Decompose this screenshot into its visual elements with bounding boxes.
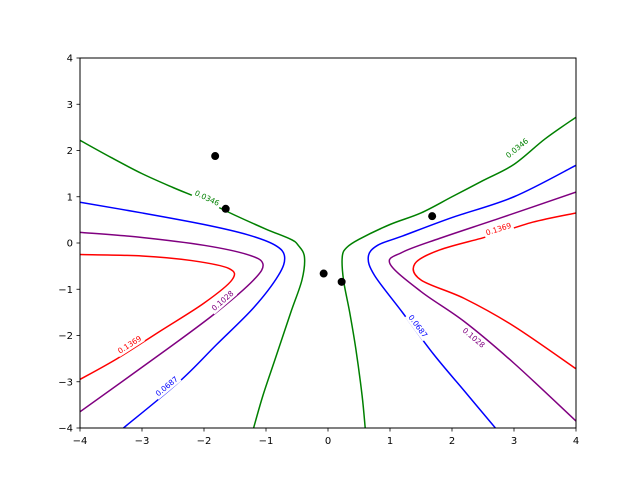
contour-line-level-3-branch-0 <box>80 253 236 381</box>
x-tick-label: 4 <box>573 436 579 447</box>
x-tick-label: −2 <box>197 436 212 447</box>
contour-line-level-0-branch-0 <box>80 139 306 428</box>
y-tick-label: 4 <box>67 54 73 65</box>
data-point-3 <box>337 277 346 286</box>
contour-label-background <box>207 287 238 315</box>
contour-line-level-2-branch-0 <box>80 231 264 413</box>
contour-line-level-1-branch-1 <box>367 164 576 428</box>
contour-label-background <box>191 187 223 210</box>
y-axis: −4 −3 −2 −1 0 1 2 3 4 <box>58 54 80 435</box>
y-tick-label: 0 <box>67 239 73 250</box>
contour-label-background <box>458 324 489 352</box>
x-tick-label: −1 <box>259 436 274 447</box>
x-tick-label: −3 <box>135 436 150 447</box>
contour-label-background <box>404 311 431 342</box>
contour-label-background <box>114 332 145 358</box>
x-tick-label: 1 <box>387 436 393 447</box>
contour-lines <box>80 116 576 428</box>
y-tick-label: 2 <box>67 146 73 157</box>
y-tick-label: 1 <box>67 192 73 203</box>
contour-label-background <box>482 219 515 239</box>
contour-label-background <box>152 372 182 400</box>
data-points <box>211 152 437 286</box>
contour-line-level-1-branch-0 <box>80 201 286 428</box>
contour-label-background <box>502 134 532 162</box>
y-tick-label: −4 <box>58 424 73 435</box>
x-tick-label: 3 <box>511 436 517 447</box>
data-point-1 <box>221 204 230 213</box>
data-point-4 <box>428 212 437 221</box>
x-tick-label: 2 <box>449 436 455 447</box>
y-tick-label: −3 <box>58 377 73 388</box>
x-axis: −4 −3 −2 −1 0 1 2 3 4 <box>73 428 579 447</box>
contour-line-level-0-branch-1 <box>341 116 576 428</box>
contour-line-level-2-branch-1 <box>388 191 576 422</box>
x-tick-label: −4 <box>73 436 88 447</box>
data-point-2 <box>319 269 328 278</box>
x-tick-label: 0 <box>325 436 331 447</box>
y-tick-label: −2 <box>58 331 73 342</box>
contour-line-level-3-branch-1 <box>412 212 576 370</box>
data-point-0 <box>211 152 220 161</box>
y-tick-label: 3 <box>67 100 73 111</box>
y-tick-label: −1 <box>58 285 73 296</box>
